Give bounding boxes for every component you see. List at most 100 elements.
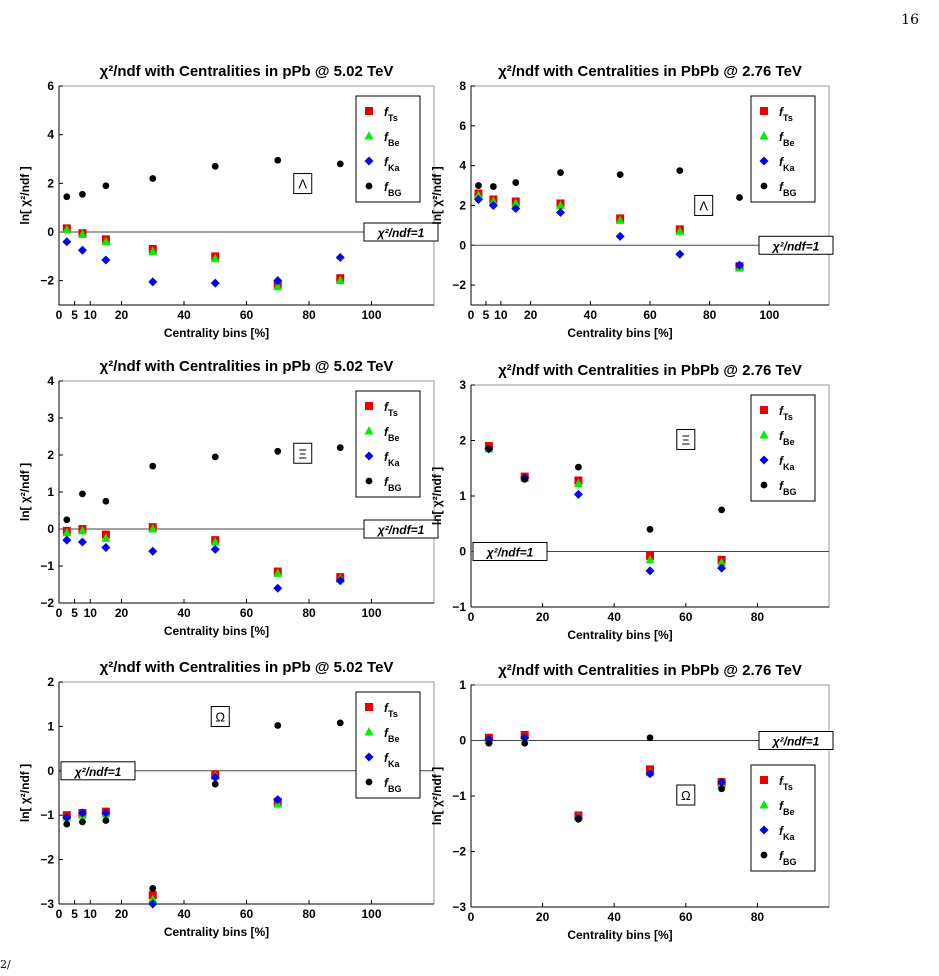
data-point-f-ka [210,772,220,782]
x-tick-label: 40 [584,308,598,322]
y-axis-label: ln[ χ²/ndf ] [430,467,444,525]
data-point-f-bg [718,506,725,514]
reference-label: χ²/ndf=1 [771,239,820,253]
data-point-f-be [273,281,283,291]
y-axis-label: ln[ χ²/ndf ] [18,764,32,822]
data-point-f-bg [63,820,71,828]
legend-marker [364,131,374,140]
reference-label-box [363,519,439,539]
y-tick-label: 0 [47,764,54,778]
x-tick-label: 20 [115,907,129,921]
data-point-f-ka [148,899,158,909]
legend-label: fBe [779,799,795,817]
y-tick-label: 2 [459,434,466,448]
x-tick-label: 80 [302,606,316,620]
legend-marker [365,778,373,786]
legend-label: fKa [779,824,795,842]
data-point-f-bg [646,734,654,742]
data-point-f-ka [511,203,521,213]
data-point-f-bg [274,722,282,729]
reference-label-box [758,731,834,750]
data-point-f-be [101,236,111,246]
legend-marker [759,131,769,140]
y-tick-label: 6 [47,79,54,93]
x-tick-label: 20 [115,308,129,322]
data-point-f-ka [473,194,483,204]
y-tick-label: 0 [459,238,466,252]
data-point-f-be [573,478,583,488]
x-axis-label: Centrality bins [%] [567,326,672,340]
x-tick-label: 60 [240,907,254,921]
chart-panel-4: χ²/ndf with Centralities in PbPb @ 2.76 … [430,362,830,642]
data-point-f-bg [521,739,529,747]
x-tick-label: 60 [240,308,254,322]
data-point-f-be [77,525,87,535]
legend-marker [760,851,768,859]
legend-marker [759,825,769,835]
x-tick-label: 40 [177,308,191,322]
data-point-f-ka [556,207,565,217]
data-point-f-be [488,196,498,205]
reference-label-box [363,222,439,242]
y-tick-label: −2 [452,845,466,859]
x-tick-label: 100 [361,907,381,921]
legend-marker [365,703,373,711]
data-point-f-be [675,226,685,235]
legend-marker [365,107,373,115]
chart-title: χ²/ndf with Centralities in pPb @ 5.02 T… [100,358,394,375]
x-tick-label: 5 [483,308,490,322]
data-point-f-ka [62,535,72,545]
data-point-f-be [717,557,727,567]
x-tick-label: 0 [468,610,475,624]
reference-label: χ²/ndf=1 [376,226,425,240]
chart-title: χ²/ndf with Centralities in PbPb @ 2.76 … [498,662,802,679]
y-tick-label: 1 [459,678,466,692]
data-point-f-bg [63,516,71,524]
particle-label: Ω [215,710,225,725]
data-point-f-be [556,200,565,209]
reference-label: χ²/ndf=1 [73,765,122,779]
data-point-f-ka [210,278,220,288]
y-tick-label: 4 [47,128,54,142]
legend-marker [364,156,374,166]
x-tick-label: 5 [71,907,78,921]
particle-label: Ω [681,788,691,803]
x-tick-label: 10 [494,308,508,322]
y-tick-label: 0 [47,522,54,536]
x-tick-label: 40 [177,907,191,921]
y-tick-label: 0 [47,225,54,239]
data-point-f-be [148,246,158,255]
data-point-f-be [148,524,158,533]
x-tick-label: 40 [608,910,622,924]
y-axis-label: ln[ χ²/ndf ] [430,166,444,224]
legend-label: fBG [384,475,402,493]
data-point-f-bg [79,190,86,198]
legend-label: fKa [779,454,795,472]
legend-label: fBe [384,425,400,443]
legend-label: fTs [779,774,793,792]
y-tick-label: −3 [40,897,54,911]
y-tick-label: 4 [459,159,466,173]
y-axis-label: ln[ χ²/ndf ] [18,166,32,224]
legend-label: fBG [779,849,797,867]
y-tick-label: 0 [459,734,466,748]
data-point-f-ka [273,583,283,593]
particle-label-box [210,706,230,728]
x-tick-label: 80 [302,907,316,921]
data-point-f-ka [101,255,111,265]
data-point-f-bg [63,193,71,201]
y-tick-label: −2 [40,596,54,610]
chart-panel-3: χ²/ndf with Centralities in pPb @ 5.02 T… [18,358,439,638]
x-tick-label: 0 [56,606,63,620]
legend-marker [760,481,768,489]
x-tick-label: 100 [361,308,381,322]
data-point-f-be [645,554,655,564]
y-tick-label: 2 [47,176,54,190]
data-point-f-bg [575,463,582,471]
page-number: 16 [901,12,919,28]
chart-title: χ²/ndf with Centralities in PbPb @ 2.76 … [498,362,802,379]
x-tick-label: 60 [679,910,693,924]
x-tick-label: 40 [177,606,191,620]
legend-label: fTs [384,701,398,719]
